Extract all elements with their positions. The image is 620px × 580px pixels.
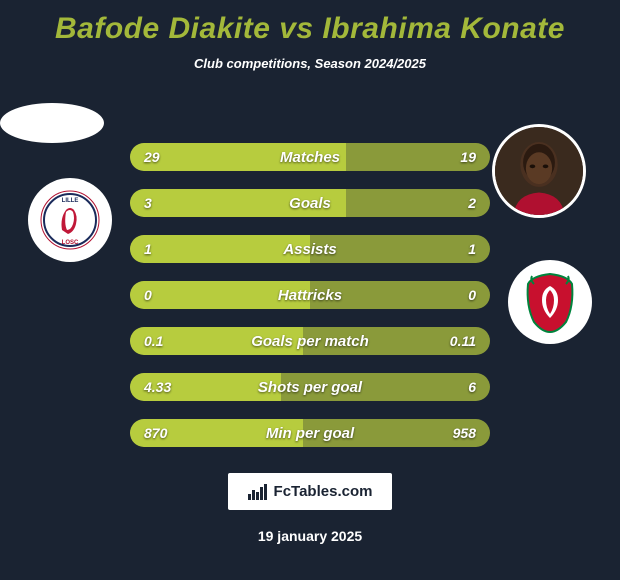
stat-row: 2919Matches: [130, 143, 490, 171]
comparison-card: Bafode Diakite vs Ibrahima Konate Club c…: [0, 0, 620, 580]
bar-chart-icon: [248, 484, 268, 500]
site-name: FcTables.com: [274, 483, 373, 500]
stat-row: 11Assists: [130, 235, 490, 263]
stat-row: 32Goals: [130, 189, 490, 217]
page-title: Bafode Diakite vs Ibrahima Konate: [0, 12, 620, 46]
stat-row: 870958Min per goal: [130, 419, 490, 447]
subtitle: Club competitions, Season 2024/2025: [0, 56, 620, 71]
stat-label: Hattricks: [130, 287, 490, 304]
comparison-date: 19 january 2025: [0, 528, 620, 544]
footer: FcTables.com 19 january 2025: [0, 473, 620, 544]
player-left-avatar: [0, 103, 104, 143]
stat-label: Goals: [130, 195, 490, 212]
stat-row: 0.10.11Goals per match: [130, 327, 490, 355]
stat-label: Matches: [130, 149, 490, 166]
stat-label: Min per goal: [130, 425, 490, 442]
stats-table: 2919Matches 32Goals 11Assists 00Hattricks 0.…: [0, 143, 620, 447]
stat-label: Shots per goal: [130, 379, 490, 396]
stat-row: 00Hattricks: [130, 281, 490, 309]
stat-row: 4.336Shots per goal: [130, 373, 490, 401]
stat-label: Goals per match: [130, 333, 490, 350]
stat-label: Assists: [130, 241, 490, 258]
site-logo[interactable]: FcTables.com: [228, 473, 393, 510]
